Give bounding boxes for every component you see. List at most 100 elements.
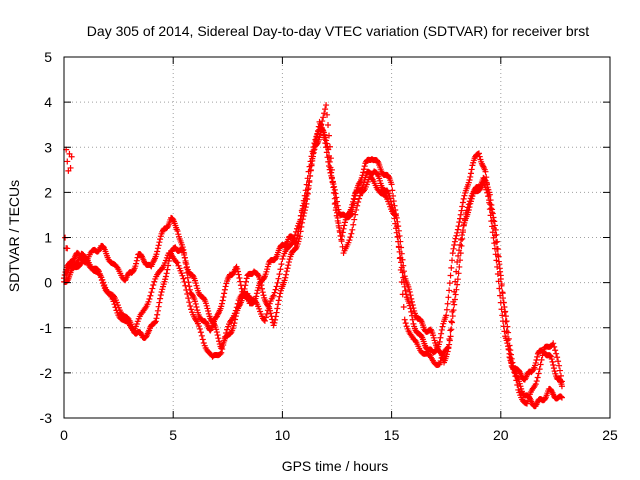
data-point bbox=[186, 299, 193, 306]
data-point bbox=[279, 255, 286, 262]
data-point bbox=[328, 172, 335, 179]
data-point bbox=[401, 316, 408, 323]
data-point bbox=[330, 189, 337, 196]
data-point bbox=[550, 361, 557, 368]
data-point bbox=[552, 347, 559, 354]
data-point bbox=[458, 232, 465, 239]
y-tick-label: 0 bbox=[44, 275, 52, 291]
data-point bbox=[218, 303, 225, 310]
data-point bbox=[437, 334, 444, 341]
data-point bbox=[275, 275, 282, 282]
data-point bbox=[394, 233, 401, 240]
data-point bbox=[277, 266, 284, 273]
data-point bbox=[446, 336, 453, 343]
data-point bbox=[290, 237, 297, 244]
data-point bbox=[453, 268, 460, 275]
series-trace-3 bbox=[63, 102, 565, 407]
data-point bbox=[465, 179, 472, 186]
data-point bbox=[258, 282, 265, 289]
x-tick-label: 20 bbox=[493, 427, 509, 443]
data-point bbox=[488, 205, 495, 212]
data-point bbox=[333, 194, 340, 201]
data-point bbox=[261, 317, 268, 324]
data-point bbox=[323, 149, 330, 156]
data-point bbox=[312, 136, 319, 143]
data-point bbox=[133, 260, 140, 267]
data-point bbox=[501, 309, 508, 316]
data-point bbox=[149, 285, 156, 292]
data-point bbox=[146, 296, 153, 303]
data-point bbox=[213, 329, 220, 336]
data-point bbox=[336, 227, 343, 234]
data-point bbox=[350, 200, 357, 207]
data-point bbox=[221, 337, 228, 344]
data-point bbox=[465, 201, 472, 208]
data-point bbox=[68, 153, 75, 160]
data-point bbox=[451, 238, 458, 245]
data-point bbox=[459, 227, 466, 234]
data-point bbox=[516, 389, 523, 396]
data-point bbox=[352, 189, 359, 196]
data-point bbox=[278, 261, 285, 268]
data-point bbox=[491, 218, 498, 225]
data-point bbox=[181, 278, 188, 285]
data-point bbox=[272, 313, 279, 320]
data-point bbox=[500, 299, 507, 306]
data-point bbox=[67, 164, 74, 171]
data-point bbox=[464, 204, 471, 211]
data-point bbox=[483, 186, 490, 193]
data-point bbox=[174, 228, 181, 235]
data-point bbox=[64, 158, 71, 165]
data-point bbox=[162, 257, 169, 264]
data-point bbox=[503, 328, 510, 335]
data-point bbox=[64, 245, 71, 252]
data-point bbox=[536, 366, 543, 373]
data-point bbox=[408, 295, 415, 302]
data-point bbox=[236, 275, 243, 282]
data-point bbox=[487, 201, 494, 208]
data-point bbox=[221, 290, 228, 297]
data-point bbox=[180, 275, 187, 282]
data-point bbox=[386, 201, 393, 208]
data-point bbox=[409, 301, 416, 308]
data-point bbox=[501, 304, 508, 311]
data-point bbox=[265, 303, 272, 310]
data-point bbox=[506, 354, 513, 361]
data-point bbox=[292, 231, 299, 238]
data-point bbox=[133, 257, 140, 264]
data-point bbox=[184, 274, 191, 281]
data-point bbox=[224, 326, 231, 333]
data-point bbox=[403, 323, 410, 330]
data-point bbox=[322, 140, 329, 147]
data-point bbox=[200, 339, 207, 346]
data-point bbox=[363, 181, 370, 188]
data-point bbox=[396, 255, 403, 262]
data-point bbox=[134, 254, 141, 261]
chart-title: Day 305 of 2014, Sidereal Day-to-day VTE… bbox=[87, 23, 589, 39]
data-point bbox=[504, 337, 511, 344]
data-point bbox=[512, 373, 519, 380]
data-point bbox=[514, 381, 521, 388]
data-point bbox=[506, 342, 513, 349]
data-point bbox=[524, 397, 531, 404]
data-point bbox=[266, 300, 273, 307]
data-point bbox=[164, 266, 171, 273]
data-point bbox=[214, 332, 221, 339]
data-point bbox=[337, 232, 344, 239]
data-point bbox=[446, 341, 453, 348]
data-point bbox=[364, 178, 371, 185]
data-point bbox=[99, 280, 106, 287]
data-point bbox=[243, 275, 250, 282]
data-point bbox=[406, 288, 413, 295]
data-point bbox=[303, 200, 310, 207]
data-point bbox=[179, 272, 186, 279]
data-point bbox=[324, 154, 331, 161]
data-point bbox=[311, 140, 318, 147]
data-point bbox=[271, 319, 278, 326]
data-point bbox=[430, 334, 437, 341]
data-point bbox=[346, 237, 353, 244]
data-point bbox=[327, 155, 334, 162]
data-point bbox=[223, 330, 230, 337]
data-point bbox=[293, 225, 300, 232]
data-point bbox=[511, 369, 518, 376]
